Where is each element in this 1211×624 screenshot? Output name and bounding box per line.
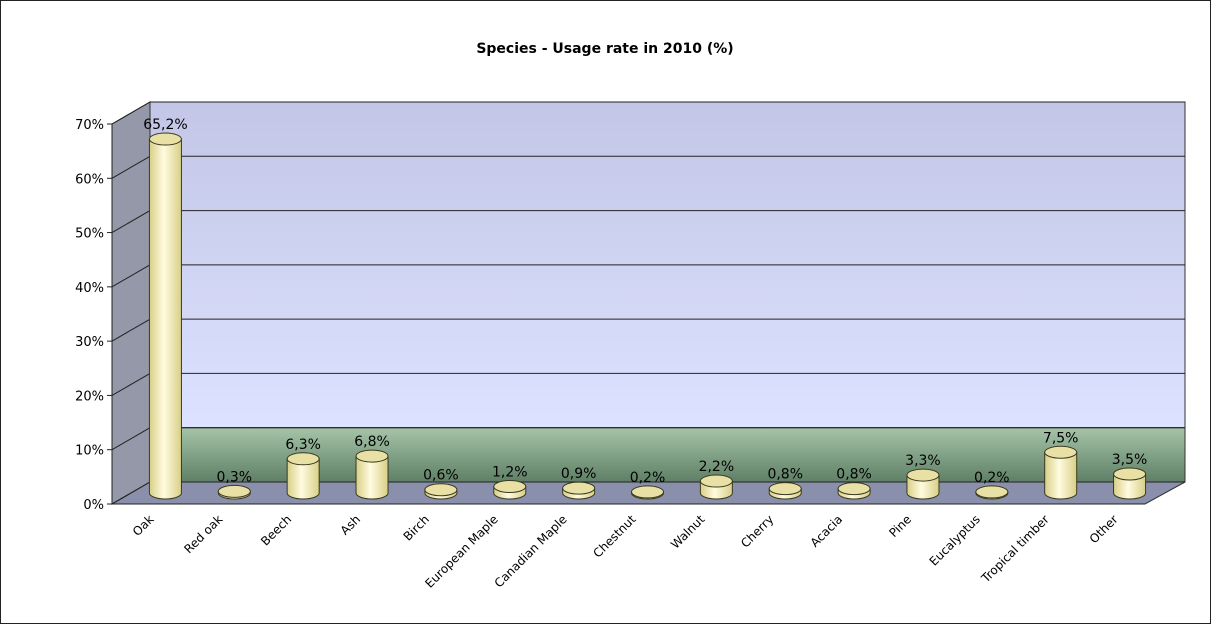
bar xyxy=(631,485,664,500)
bar-top xyxy=(906,468,940,482)
data-label: 0,3% xyxy=(217,469,253,485)
bar xyxy=(837,482,871,500)
bar xyxy=(562,481,596,500)
y-tick-label: 30% xyxy=(75,335,104,350)
bar xyxy=(768,482,802,500)
x-tick-label: Cherry xyxy=(738,512,776,550)
bar-top xyxy=(286,452,320,466)
x-tick-label: Ash xyxy=(338,512,364,538)
bar xyxy=(355,449,389,500)
y-tick-label: 50% xyxy=(75,227,104,242)
data-label: 65,2% xyxy=(143,117,187,133)
bar-top xyxy=(768,482,802,496)
x-tick-label: Eucalyptus xyxy=(927,512,983,568)
y-tick-label: 60% xyxy=(75,172,104,187)
gridline-side xyxy=(111,101,151,125)
data-label: 0,6% xyxy=(423,468,459,484)
bar-body xyxy=(286,458,320,500)
bar xyxy=(217,484,251,500)
data-label: 2,2% xyxy=(699,459,735,475)
data-label: 0,2% xyxy=(974,470,1010,486)
bar-top xyxy=(148,132,182,146)
data-label: 3,5% xyxy=(1112,452,1148,468)
bar xyxy=(286,452,320,500)
bar-top xyxy=(631,485,664,499)
gridline-side xyxy=(111,427,151,451)
data-label: 6,3% xyxy=(285,437,321,453)
y-tick-label: 0% xyxy=(83,498,104,513)
y-tick-label: 70% xyxy=(75,118,104,133)
bar-top xyxy=(1113,467,1147,481)
x-tick-label: Acacia xyxy=(808,512,846,550)
x-tick-label: Birch xyxy=(401,512,432,543)
bar-top xyxy=(562,481,596,495)
x-tick-label: Pine xyxy=(886,512,914,540)
data-label: 1,2% xyxy=(492,464,528,480)
bar-body xyxy=(1044,451,1078,500)
bar-body xyxy=(355,455,389,500)
x-tick-label: Chestnut xyxy=(590,512,638,560)
bar-body xyxy=(1113,473,1147,500)
bar xyxy=(148,132,182,500)
data-label: 6,8% xyxy=(354,434,390,450)
x-tick-label: Walnut xyxy=(668,512,708,552)
data-label: 0,9% xyxy=(561,466,597,482)
y-tick-label: 40% xyxy=(75,281,104,296)
bar-body xyxy=(906,474,940,500)
gridline-side xyxy=(111,372,151,396)
chart-title: Species - Usage rate in 2010 (%) xyxy=(476,41,733,57)
bar xyxy=(975,485,1009,500)
data-label: 3,3% xyxy=(905,453,941,469)
gridline-side xyxy=(111,155,151,179)
data-label: 7,5% xyxy=(1043,430,1079,446)
y-tick-label: 20% xyxy=(75,389,104,404)
gridline-side xyxy=(111,318,151,342)
bar-top xyxy=(424,483,458,497)
bar-top xyxy=(837,482,871,496)
x-tick-label: Canadian Maple xyxy=(492,512,570,590)
data-label: 0,2% xyxy=(630,470,666,486)
gridline-side xyxy=(111,264,151,288)
gridline-side xyxy=(111,210,151,234)
bar-top xyxy=(1044,445,1078,459)
bar xyxy=(699,474,733,500)
x-tick-label: Beech xyxy=(258,512,294,548)
bar-top xyxy=(493,479,527,493)
data-label: 0,8% xyxy=(836,467,872,483)
side-wall xyxy=(111,101,151,505)
bar xyxy=(424,483,458,500)
bar-top xyxy=(355,449,389,463)
bar xyxy=(1044,445,1078,500)
bar-body xyxy=(148,138,182,500)
x-tick-label: Tropical timber xyxy=(978,512,1052,586)
x-tick-label: Other xyxy=(1087,512,1121,546)
x-tick-label: European Maple xyxy=(422,512,500,590)
data-label: 0,8% xyxy=(767,467,803,483)
gridline-side xyxy=(111,481,151,505)
x-tick-label: Red oak xyxy=(181,512,225,556)
x-tick-label: Oak xyxy=(130,512,157,539)
bar xyxy=(906,468,940,500)
bar-top xyxy=(699,474,733,488)
y-tick-label: 10% xyxy=(75,444,104,459)
bar xyxy=(1113,467,1147,500)
bar-top xyxy=(975,485,1009,499)
bar-top xyxy=(217,484,251,498)
bar xyxy=(493,479,527,500)
